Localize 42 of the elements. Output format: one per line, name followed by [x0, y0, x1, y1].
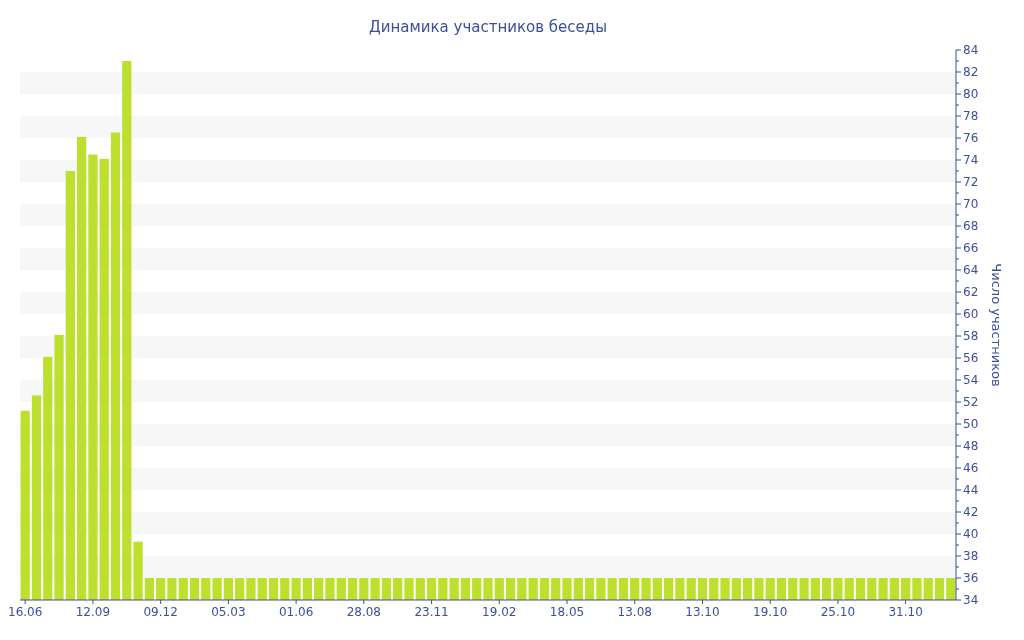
y-tick-label: 44: [963, 483, 979, 498]
x-tick-label: 01.06: [278, 605, 314, 619]
y-tick-label: 62: [963, 285, 979, 300]
y-tick-label: 42: [963, 505, 979, 520]
chart-title: Динамика участников беседы: [368, 18, 608, 36]
y-tick-label: 40: [963, 527, 979, 542]
y-tick-label: 46: [963, 461, 979, 476]
x-tick-label: 13.10: [685, 605, 720, 619]
y-tick-label: 68: [963, 219, 979, 234]
x-tick-label: 23.11: [414, 605, 449, 619]
x-tick-label: 12.09: [75, 605, 111, 619]
y-tick-label: 74: [963, 153, 979, 168]
y-tick-label: 78: [963, 109, 979, 124]
x-tick-label: 13.08: [617, 605, 652, 619]
y-tick-label: 54: [963, 373, 979, 388]
y-tick-label: 82: [963, 65, 979, 80]
x-tick-label: 25.10: [820, 605, 856, 619]
x-tick-label: 28.08: [346, 605, 382, 619]
x-tick-label: 05.03: [211, 605, 246, 619]
x-tick-label: 09.12: [143, 605, 178, 619]
y-tick-label: 58: [963, 329, 979, 344]
y-tick-label: 84: [963, 43, 979, 58]
y-tick-label: 64: [963, 263, 979, 278]
x-tick-label: 31.10: [888, 605, 923, 619]
y-axis-title: Число участников: [989, 263, 1004, 387]
y-tick-label: 80: [963, 87, 979, 102]
y-tick-label: 38: [963, 549, 979, 564]
y-tick-label: 48: [963, 439, 979, 454]
y-tick-label: 70: [963, 197, 979, 212]
x-tick-label: 19.02: [482, 605, 517, 619]
y-tick-label: 34: [963, 593, 979, 608]
x-tick-label: 18.05: [549, 605, 585, 619]
y-tick-label: 52: [963, 395, 979, 410]
x-tick-label: 16.06: [8, 605, 43, 619]
y-tick-label: 56: [963, 351, 979, 366]
y-tick-label: 72: [963, 175, 979, 190]
y-tick-label: 76: [963, 131, 979, 146]
y-tick-label: 66: [963, 241, 979, 256]
y-tick-label: 60: [963, 307, 979, 322]
x-tick-label: 19.10: [753, 605, 788, 619]
y-tick-label: 36: [963, 571, 979, 586]
y-tick-label: 50: [963, 417, 979, 432]
